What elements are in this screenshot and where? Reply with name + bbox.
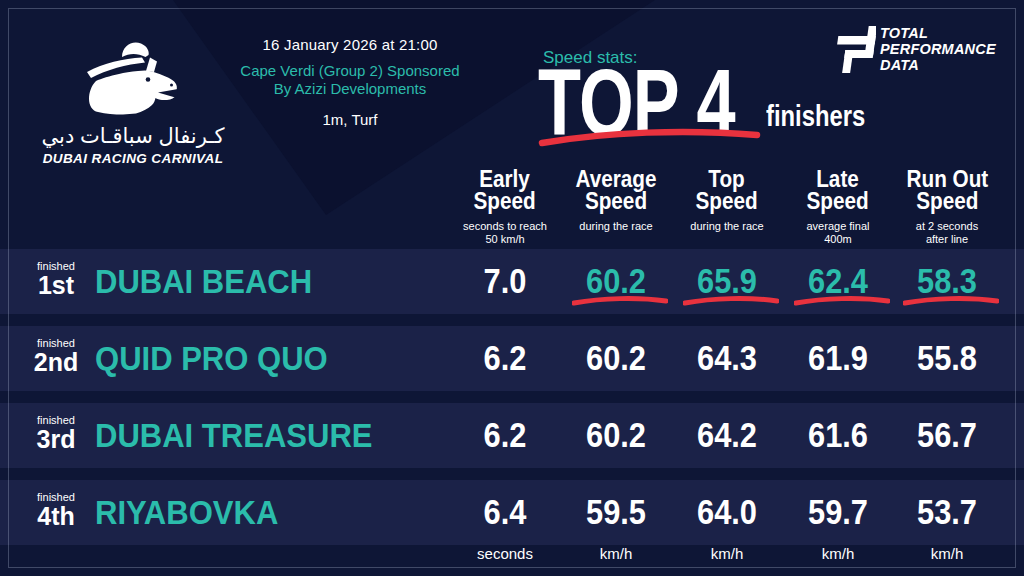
unit-label: km/h — [882, 545, 1012, 562]
speed-value: 60.2 — [563, 326, 669, 391]
speed-value: 53.7 — [894, 480, 1000, 545]
tpd-line1: TOTAL — [880, 25, 996, 41]
horse-name: DUBAI BEACH — [95, 249, 312, 314]
headline-suffix: finishers — [766, 100, 865, 133]
horse-name: DUBAI TREASURE — [95, 403, 372, 468]
event-info: 16 January 2026 at 21:00 Cape Verdi (Gro… — [230, 36, 470, 128]
column-title: AverageSpeed — [576, 168, 657, 212]
table-row: finished2ndQUID PRO QUO 6.260.264.361.955… — [0, 326, 1024, 391]
column-title: Run OutSpeed — [906, 168, 988, 212]
brand-name: DUBAI RACING CARNIVAL — [30, 151, 236, 166]
speed-value: 64.3 — [674, 326, 780, 391]
speed-value: 64.0 — [674, 480, 780, 545]
speed-value: 60.2 — [563, 403, 669, 468]
value-underline — [903, 295, 999, 307]
value-underline — [794, 295, 890, 307]
race-line-2: By Azizi Developments — [230, 80, 470, 98]
place: 4th — [18, 503, 94, 529]
value-underline — [572, 295, 668, 307]
finish-position: finished1st — [18, 249, 94, 314]
speed-value: 64.2 — [674, 403, 780, 468]
infographic: كـرنفال سباقـات دبي DUBAI RACING CARNIVA… — [0, 0, 1024, 576]
speed-value: 6.4 — [452, 480, 558, 545]
speed-value: 6.2 — [452, 326, 558, 391]
finish-position: finished2nd — [18, 326, 94, 391]
column-title: EarlySpeed — [474, 168, 536, 212]
speed-value: 59.7 — [785, 480, 891, 545]
finish-position: finished4th — [18, 480, 94, 545]
table-row: finished1stDUBAI BEACH7.060.265.962.458.… — [0, 249, 1024, 314]
value-underline — [683, 295, 779, 307]
speed-value: 7.0 — [452, 249, 558, 314]
tpd-icon — [830, 24, 876, 76]
speed-value: 55.8 — [894, 326, 1000, 391]
dubai-racing-carnival-logo: كـرنفال سباقـات دبي DUBAI RACING CARNIVA… — [30, 41, 236, 166]
event-datetime: 16 January 2026 at 21:00 — [230, 36, 470, 53]
speed-value: 61.9 — [785, 326, 891, 391]
speed-value: 59.5 — [563, 480, 669, 545]
brand-arabic: كـرنفال سباقـات دبي — [30, 124, 236, 148]
tpd-line2: PERFORMANCE — [880, 41, 996, 57]
column-title: LateSpeed — [807, 168, 869, 212]
tpd-words: TOTAL PERFORMANCE DATA — [880, 25, 996, 76]
tpd-line3: DATA — [880, 57, 996, 73]
table-row: finished4thRIYABOVKA 6.459.564.059.753.7 — [0, 480, 1024, 545]
speed-value: 6.2 — [452, 403, 558, 468]
total-performance-data-logo: TOTAL PERFORMANCE DATA — [830, 24, 996, 76]
place: 3rd — [18, 426, 94, 452]
race-line-1: Cape Verdi (Group 2) Sponsored — [230, 62, 470, 80]
column-header: Run OutSpeed at 2 secondsafter line — [882, 168, 1012, 246]
horse-jockey-icon — [78, 41, 188, 121]
table-row: finished3rdDUBAI TREASURE 6.260.264.261.6… — [0, 403, 1024, 468]
column-title: TopSpeed — [696, 168, 758, 212]
column-subtitle: at 2 secondsafter line — [882, 220, 1012, 246]
event-race: Cape Verdi (Group 2) Sponsored By Azizi … — [230, 62, 470, 98]
headline-underline — [536, 124, 764, 150]
speed-value: 56.7 — [894, 403, 1000, 468]
horse-name: RIYABOVKA — [95, 480, 278, 545]
finish-position: finished3rd — [18, 403, 94, 468]
event-distance-surface: 1m, Turf — [230, 111, 470, 128]
horse-name: QUID PRO QUO — [95, 326, 328, 391]
place: 1st — [18, 272, 94, 298]
place: 2nd — [18, 349, 94, 375]
speed-value: 61.6 — [785, 403, 891, 468]
